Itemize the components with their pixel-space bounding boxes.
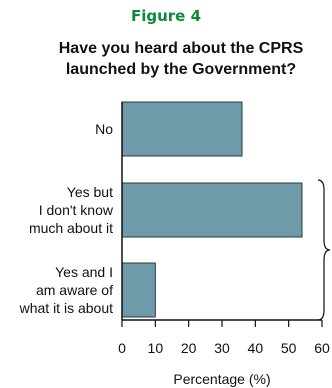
- figure-label: Figure 4: [130, 7, 202, 25]
- category-label-2-0: Yes and I: [55, 264, 113, 280]
- x-tick-label-1: 10: [148, 340, 164, 356]
- x-tick-label-4: 40: [248, 340, 264, 356]
- category-label-2-2: what it is about: [19, 300, 113, 316]
- x-tick-label-2: 20: [181, 340, 197, 356]
- x-axis-title: Percentage (%): [173, 371, 270, 387]
- category-label-1-0: Yes but: [67, 184, 113, 200]
- chart-title-line-2: launched by the Government?: [65, 61, 297, 78]
- bar-1: [121, 182, 303, 238]
- category-label-2-1: am aware of: [36, 282, 113, 298]
- x-tick-label-5: 50: [281, 340, 297, 356]
- category-label-1-1: I don't know: [39, 202, 114, 218]
- category-label-0-0: No: [95, 121, 113, 137]
- x-tick-label-6: 60: [314, 340, 330, 356]
- category-label-1-2: much about it: [29, 220, 113, 236]
- bar-2: [121, 262, 156, 318]
- x-tick-label-0: 0: [118, 340, 126, 356]
- chart-title: Have you heard about the CPRS launched b…: [0, 38, 332, 80]
- chart-title-line-1: Have you heard about the CPRS: [58, 40, 304, 57]
- x-tick-label-3: 30: [214, 340, 230, 356]
- group-bracket: [317, 179, 331, 321]
- bar-0: [121, 101, 243, 157]
